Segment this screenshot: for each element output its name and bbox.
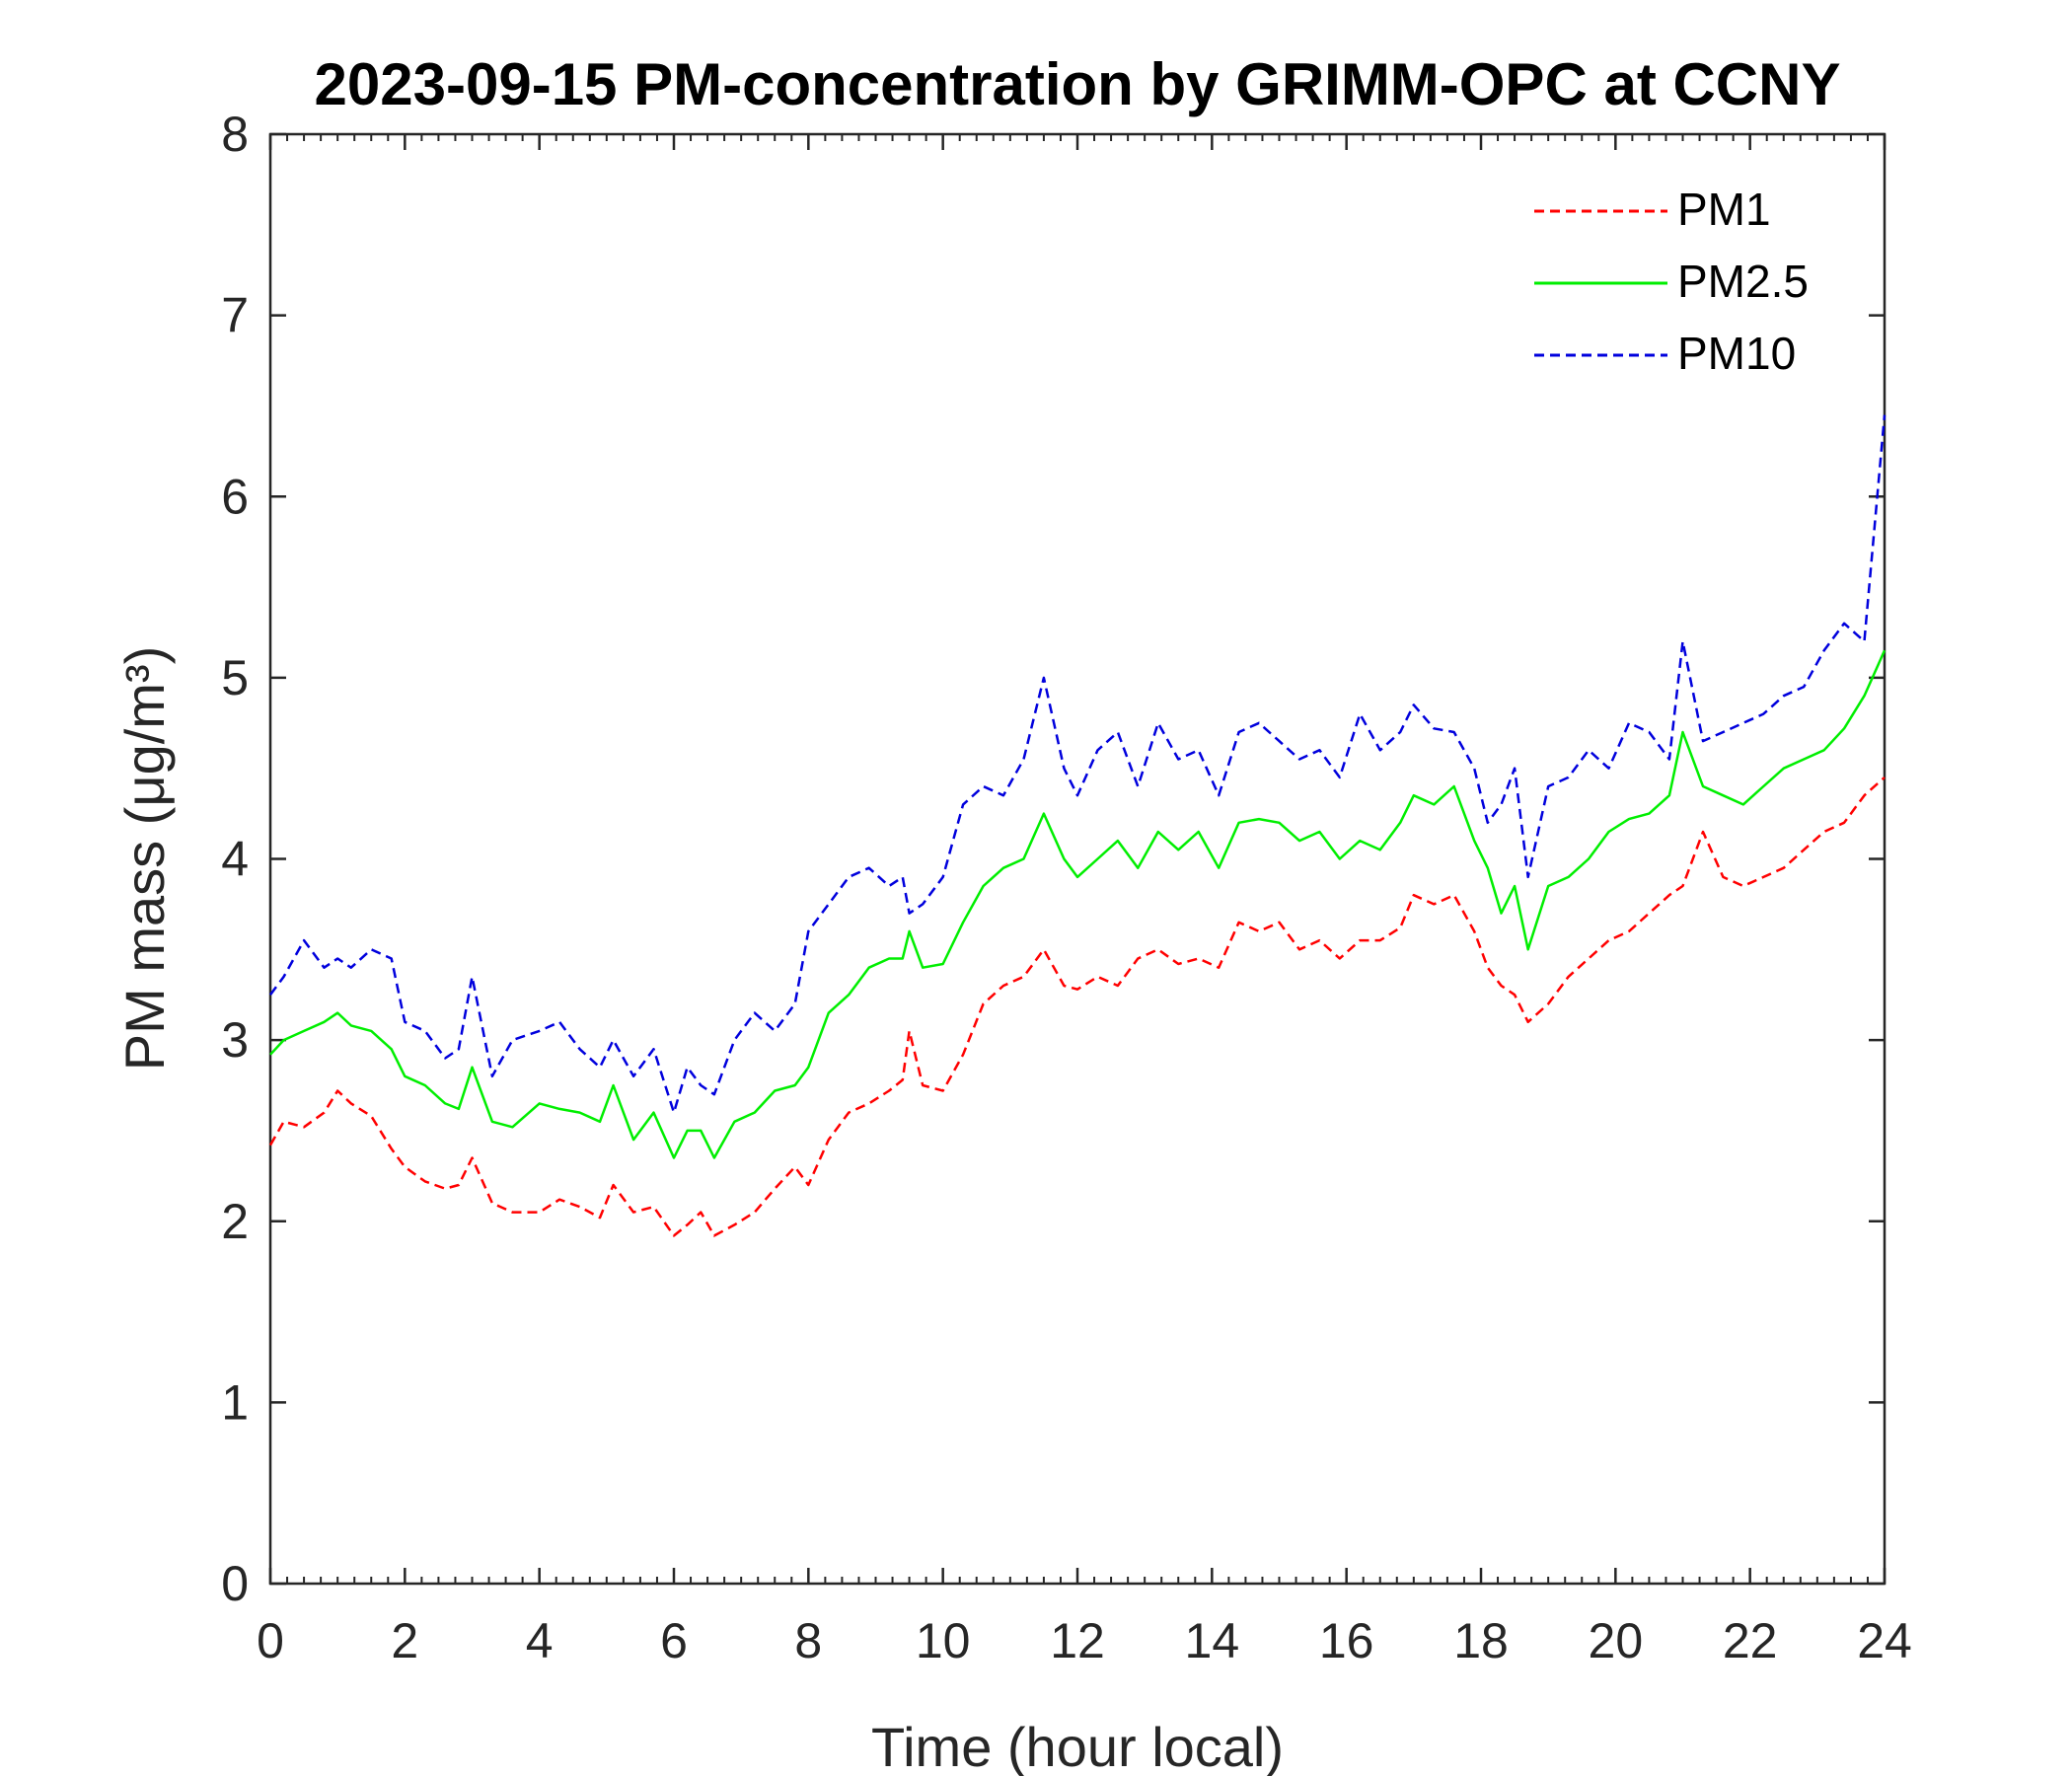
x-tick-label: 18 (1453, 1613, 1509, 1668)
legend: PM1 PM2.5 PM10 (1534, 184, 1809, 379)
y-tick-label: 6 (221, 469, 249, 524)
series-layer (268, 414, 1887, 1237)
legend-label: PM10 (1677, 328, 1796, 379)
x-tick-label: 8 (794, 1613, 822, 1668)
series-line-pm10 (268, 414, 1887, 1114)
legend-label: PM1 (1677, 184, 1771, 235)
y-tick-label: 1 (221, 1374, 249, 1430)
x-tick-label: 20 (1589, 1613, 1644, 1668)
minor-ticks (286, 134, 1869, 1584)
y-tick-labels: 0 1 2 3 4 5 6 7 8 (221, 107, 249, 1611)
y-tick-label: 0 (221, 1556, 249, 1611)
y-axis-title: PM mass (μg/m³) (113, 646, 176, 1071)
x-axis-title: Time (hour local) (871, 1716, 1284, 1776)
y-tick-label: 8 (221, 107, 249, 162)
y-tick-label: 2 (221, 1194, 249, 1249)
x-tick-label: 0 (257, 1613, 284, 1668)
x-tick-label: 12 (1050, 1613, 1105, 1668)
plot-area (268, 132, 1887, 1586)
chart-title: 2023-09-15 PM-concentration by GRIMM-OPC… (315, 51, 1841, 117)
x-tick-label: 24 (1857, 1613, 1912, 1668)
x-tick-label: 16 (1319, 1613, 1374, 1668)
series-line-pm2-5 (269, 649, 1887, 1159)
legend-label: PM2.5 (1677, 256, 1809, 307)
x-tick-label: 6 (660, 1613, 688, 1668)
y-tick-label: 7 (221, 288, 249, 343)
x-tick-label: 10 (916, 1613, 971, 1668)
x-tick-label: 22 (1723, 1613, 1778, 1668)
major-ticks (268, 132, 1887, 1586)
y-tick-label: 4 (221, 832, 249, 887)
y-tick-label: 5 (221, 650, 249, 705)
series-line-pm1 (268, 776, 1886, 1237)
x-tick-label: 2 (391, 1613, 418, 1668)
x-tick-label: 14 (1185, 1613, 1240, 1668)
x-tick-labels: 0 2 4 6 8 10 12 14 16 18 20 22 24 (257, 1613, 1912, 1668)
y-tick-label: 3 (221, 1012, 249, 1068)
x-tick-label: 4 (526, 1613, 554, 1668)
